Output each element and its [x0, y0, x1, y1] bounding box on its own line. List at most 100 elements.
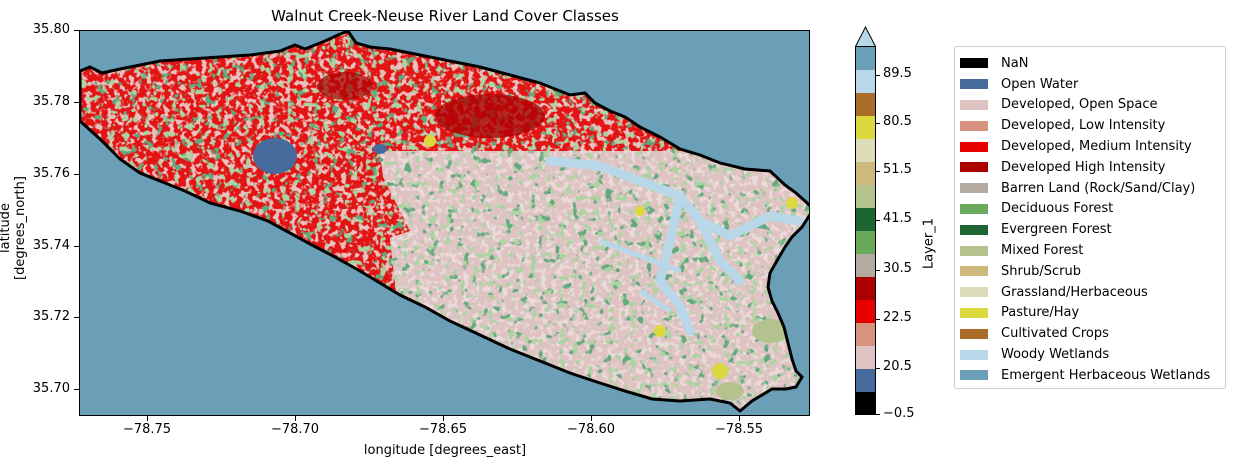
- legend-item: Developed, Low Intensity: [960, 115, 1225, 136]
- y-tick-label: 35.78: [32, 94, 70, 109]
- y-tick-mark: [74, 317, 79, 318]
- colorbar-tick: [876, 270, 880, 271]
- legend-label: Grassland/Herbaceous: [1001, 284, 1148, 300]
- legend-label: Woody Wetlands: [1001, 347, 1110, 363]
- legend-item: Open Water: [960, 74, 1225, 95]
- y-tick-label: 35.80: [32, 22, 70, 37]
- legend-swatch: [960, 79, 988, 90]
- x-axis-label: longitude [degrees_east]: [363, 443, 527, 458]
- legend-swatch: [960, 120, 988, 131]
- colorbar-title: Layer_1: [921, 217, 937, 270]
- x-tick-mark: [739, 416, 740, 421]
- legend-item: Emergent Herbaceous Wetlands: [960, 365, 1225, 386]
- colorbar-tick-label: 30.5: [883, 261, 912, 276]
- colorbar-extend-arrow: [855, 26, 877, 47]
- map-title: Walnut Creek-Neuse River Land Cover Clas…: [271, 7, 619, 25]
- legend-swatch: [960, 183, 988, 194]
- legend-swatch: [960, 203, 988, 214]
- land-cover-map: [80, 31, 809, 415]
- legend-label: Evergreen Forest: [1001, 222, 1112, 238]
- legend-item: Pasture/Hay: [960, 303, 1225, 324]
- legend-label: Barren Land (Rock/Sand/Clay): [1001, 180, 1196, 196]
- colorbar-segment: [855, 92, 876, 116]
- x-tick-label: −78.60: [566, 422, 616, 437]
- x-tick-mark: [295, 416, 296, 421]
- colorbar-segment: [855, 207, 876, 231]
- colorbar-tick: [876, 414, 880, 415]
- y-tick-mark: [74, 174, 79, 175]
- legend: NaN Open Water Developed, Open Space Develo…: [954, 46, 1226, 389]
- legend-label: Deciduous Forest: [1001, 201, 1114, 217]
- legend-swatch: [960, 349, 988, 360]
- legend-swatch: [960, 141, 988, 152]
- map-area[interactable]: [79, 30, 810, 416]
- legend-item: Barren Land (Rock/Sand/Clay): [960, 178, 1225, 199]
- colorbar-tick: [876, 220, 880, 221]
- legend-swatch: [960, 287, 988, 298]
- legend-label: Cultivated Crops: [1001, 326, 1109, 342]
- legend-item: Mixed Forest: [960, 240, 1225, 261]
- colorbar-tick-label: 51.5: [883, 162, 912, 177]
- colorbar-tick-label: 80.5: [883, 114, 912, 129]
- legend-label: Developed High Intensity: [1001, 159, 1166, 175]
- legend-item: Cultivated Crops: [960, 323, 1225, 344]
- legend-item: Developed, Open Space: [960, 95, 1225, 116]
- legend-swatch: [960, 224, 988, 235]
- colorbar-segment: [855, 345, 876, 369]
- legend-item: Developed, Medium Intensity: [960, 136, 1225, 157]
- legend-swatch: [960, 307, 988, 318]
- colorbar-tick-label: 41.5: [883, 211, 912, 226]
- y-tick-label: 35.76: [32, 166, 70, 181]
- legend-swatch: [960, 245, 988, 256]
- x-tick-mark: [443, 416, 444, 421]
- x-tick-label: −78.75: [122, 422, 172, 437]
- colorbar-border: [855, 46, 876, 414]
- colorbar-tick: [876, 368, 880, 369]
- colorbar-tick-label: −0.5: [883, 406, 915, 421]
- colorbar-tick-label: 22.5: [883, 310, 912, 325]
- y-tick-mark: [74, 30, 79, 31]
- legend-item: Deciduous Forest: [960, 199, 1225, 220]
- colorbar-tick: [876, 75, 880, 76]
- legend-label: Emergent Herbaceous Wetlands: [1001, 367, 1211, 383]
- legend-label: Developed, Medium Intensity: [1001, 139, 1192, 155]
- legend-item: NaN: [960, 53, 1225, 74]
- legend-label: Mixed Forest: [1001, 243, 1084, 259]
- legend-swatch: [960, 58, 988, 69]
- x-tick-mark: [591, 416, 592, 421]
- x-tick-mark: [147, 416, 148, 421]
- colorbar-segment: [855, 276, 876, 300]
- legend-item: Shrub/Scrub: [960, 261, 1225, 282]
- y-tick-label: 35.70: [32, 381, 70, 396]
- legend-label: Developed, Open Space: [1001, 97, 1158, 113]
- y-tick-mark: [74, 246, 79, 247]
- colorbar-segment: [855, 115, 876, 139]
- legend-swatch: [960, 328, 988, 339]
- legend-swatch: [960, 162, 988, 173]
- y-tick-mark: [74, 389, 79, 390]
- legend-label: Shrub/Scrub: [1001, 263, 1081, 279]
- colorbar: [855, 46, 876, 415]
- colorbar-tick: [876, 123, 880, 124]
- colorbar-tick-label: 20.5: [883, 359, 912, 374]
- colorbar-segment: [855, 46, 876, 70]
- legend-label: NaN: [1001, 55, 1029, 71]
- legend-swatch: [960, 370, 988, 381]
- legend-item: Woody Wetlands: [960, 344, 1225, 365]
- colorbar-segment: [855, 161, 876, 185]
- legend-item: Evergreen Forest: [960, 219, 1225, 240]
- x-tick-label: −78.65: [418, 422, 468, 437]
- colorbar-segment: [855, 391, 876, 415]
- legend-item: Developed High Intensity: [960, 157, 1225, 178]
- colorbar-tick-label: 89.5: [883, 66, 912, 81]
- colorbar-segment: [855, 253, 876, 277]
- colorbar-segment: [855, 299, 876, 323]
- x-tick-label: −78.70: [270, 422, 320, 437]
- legend-label: Developed, Low Intensity: [1001, 118, 1166, 134]
- colorbar-segment: [855, 368, 876, 392]
- y-axis-label: latitude [degrees_north]: [0, 176, 28, 280]
- y-tick-mark: [74, 102, 79, 103]
- legend-swatch: [960, 99, 988, 110]
- colorbar-segment: [855, 138, 876, 162]
- colorbar-tick: [876, 319, 880, 320]
